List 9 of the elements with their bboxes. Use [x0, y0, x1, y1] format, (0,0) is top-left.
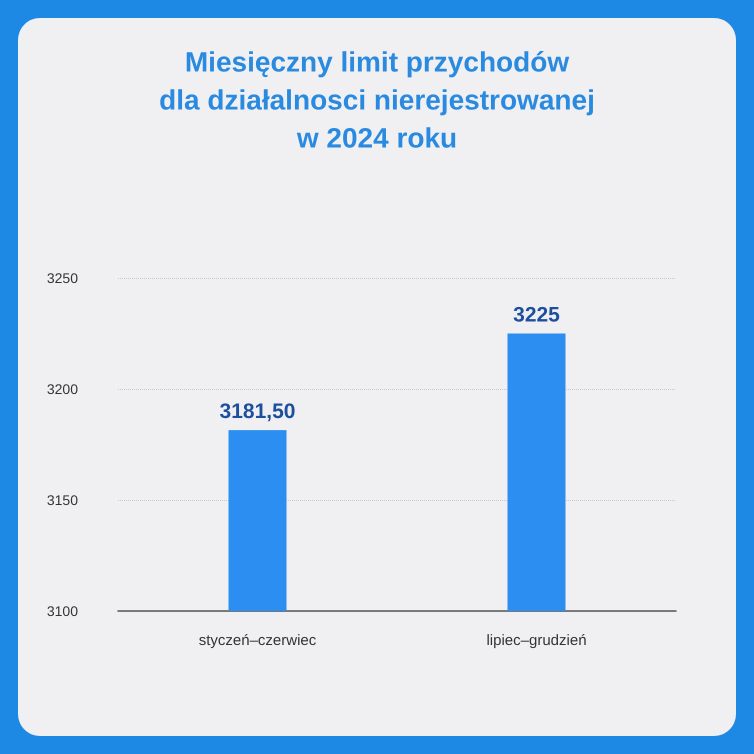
y-tick-label: 3100	[46, 603, 78, 619]
data-label: 3181,50	[220, 400, 296, 424]
data-label: 3225	[513, 304, 560, 326]
y-tick-label: 3200	[46, 381, 78, 397]
x-tick-label: styczeń–czerwiec	[198, 632, 317, 649]
y-tick-label: 3150	[46, 492, 78, 508]
x-tick-label: lipiec–grudzień	[486, 632, 587, 649]
y-tick-label: 3250	[46, 270, 78, 286]
chart-title: Miesięczny limit przychodów dla działalnosci nierejestrowanej w 2024 roku	[159, 46, 595, 154]
